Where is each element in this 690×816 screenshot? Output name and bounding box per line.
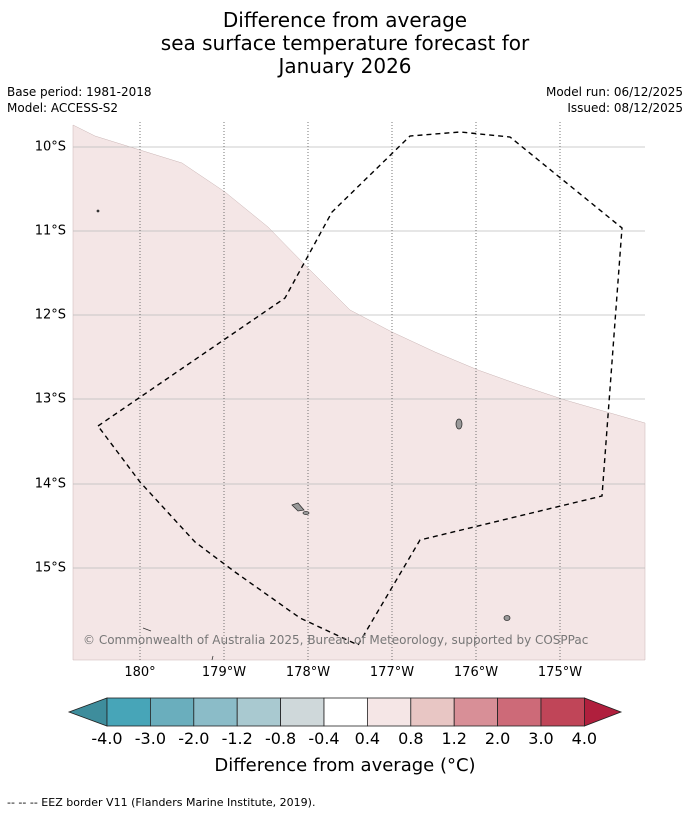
base-period: Base period: 1981-2018 <box>7 85 152 99</box>
lat-label-13s: 13°S <box>34 391 66 407</box>
lat-label-14s: 14°S <box>34 476 66 492</box>
colorbar-tick: -0.8 <box>264 729 297 748</box>
colorbar-swatch <box>410 697 455 727</box>
colorbar-swatch <box>366 697 412 727</box>
colorbar-swatch <box>453 697 499 727</box>
lon-label-178w: 178°W <box>285 665 331 680</box>
latitude-gridlines <box>73 146 645 569</box>
eez-border <box>97 131 623 646</box>
lat-label-12s: 12°S <box>34 307 66 323</box>
colorbar-extend-low <box>67 697 108 727</box>
issued-date: Issued: 08/12/2025 <box>567 101 683 115</box>
colorbar-tick: 3.0 <box>528 729 554 748</box>
colorbar-tick: 2.0 <box>484 729 511 748</box>
title-line-3: January 2026 <box>278 54 412 78</box>
colorbar-tick: 0.4 <box>354 729 381 748</box>
colorbar-tick: 1.2 <box>441 729 467 748</box>
colorbar-tick: -4.0 <box>91 729 123 748</box>
colorbar-tick: 0.8 <box>398 729 424 748</box>
eez-legend: -- -- -- EEZ border V11 (Flanders Marine… <box>7 796 316 809</box>
lat-label-10s: 10°S <box>34 139 66 155</box>
island-alofi <box>302 511 310 515</box>
colorbar-swatch <box>497 697 542 727</box>
title-line-2: sea surface temperature forecast for <box>160 31 530 55</box>
islet-northwest <box>96 209 100 213</box>
colorbar-swatch <box>280 697 325 727</box>
island-futuna <box>291 502 305 512</box>
meta-right: Model run: 06/12/2025 Issued: 08/12/2025 <box>546 84 683 116</box>
colorbar-tick: -1.2 <box>221 729 253 748</box>
lon-label-179w: 179°W <box>201 665 247 680</box>
islands <box>96 209 511 661</box>
colorbar-swatch <box>323 697 368 727</box>
colorbar-tick: -0.4 <box>308 729 340 748</box>
island-wallis <box>455 418 463 430</box>
colorbar <box>67 697 623 727</box>
model-name: Model: ACCESS-S2 <box>7 101 119 115</box>
lon-label-175w: 175°W <box>537 665 583 680</box>
colorbar-swatch <box>106 697 151 727</box>
lat-label-15s: 15°S <box>34 560 66 576</box>
colorbar-swatch <box>540 697 585 727</box>
colorbar-tick: -3.0 <box>134 729 166 748</box>
map-credit: © Commonwealth of Australia 2025, Bureau… <box>83 633 589 647</box>
lat-label-11s: 11°S <box>34 223 66 239</box>
colorbar-swatch <box>193 697 238 727</box>
island-southeast <box>503 615 511 621</box>
colorbar-extend-high <box>584 697 623 727</box>
islet-southwest <box>142 627 152 632</box>
colorbar-swatch <box>236 697 281 727</box>
model-run: Model run: 06/12/2025 <box>545 85 683 99</box>
colorbar-tick: -2.0 <box>178 729 210 748</box>
lon-label-176w: 176°W <box>453 665 499 680</box>
islet-south <box>211 655 214 661</box>
colorbar-tick: 4.0 <box>571 729 598 748</box>
lon-label-177w: 177°W <box>369 665 415 680</box>
title-line-1: Difference from average <box>222 8 468 32</box>
meta-left: Base period: 1981-2018 Model: ACCESS-S2 <box>7 84 152 116</box>
colorbar-label: Difference from average (°C) <box>214 755 476 776</box>
colorbar-swatch <box>149 697 195 727</box>
lon-label-180: 180° <box>124 665 156 680</box>
